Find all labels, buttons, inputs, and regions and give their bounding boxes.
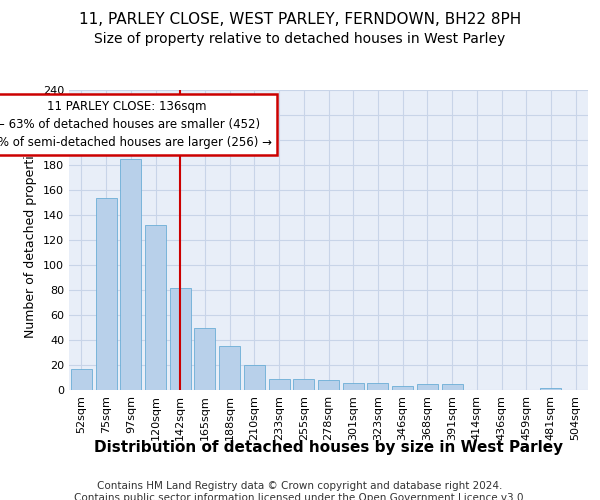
Text: 11 PARLEY CLOSE: 136sqm
← 63% of detached houses are smaller (452)
36% of semi-d: 11 PARLEY CLOSE: 136sqm ← 63% of detache… <box>0 100 272 149</box>
Bar <box>442 384 463 390</box>
Bar <box>219 346 240 390</box>
Bar <box>194 328 215 390</box>
Bar <box>541 388 562 390</box>
Bar <box>244 365 265 390</box>
Text: Contains HM Land Registry data © Crown copyright and database right 2024.
Contai: Contains HM Land Registry data © Crown c… <box>74 481 526 500</box>
Bar <box>343 382 364 390</box>
Bar <box>145 225 166 390</box>
Bar <box>367 382 388 390</box>
Bar <box>269 379 290 390</box>
Text: Distribution of detached houses by size in West Parley: Distribution of detached houses by size … <box>94 440 563 455</box>
Bar <box>293 379 314 390</box>
Bar <box>318 380 339 390</box>
Bar <box>120 159 141 390</box>
Text: 11, PARLEY CLOSE, WEST PARLEY, FERNDOWN, BH22 8PH: 11, PARLEY CLOSE, WEST PARLEY, FERNDOWN,… <box>79 12 521 28</box>
Text: Size of property relative to detached houses in West Parley: Size of property relative to detached ho… <box>94 32 506 46</box>
Bar <box>417 384 438 390</box>
Bar <box>71 369 92 390</box>
Bar <box>170 288 191 390</box>
Bar <box>392 386 413 390</box>
Bar <box>95 198 116 390</box>
Y-axis label: Number of detached properties: Number of detached properties <box>25 142 37 338</box>
